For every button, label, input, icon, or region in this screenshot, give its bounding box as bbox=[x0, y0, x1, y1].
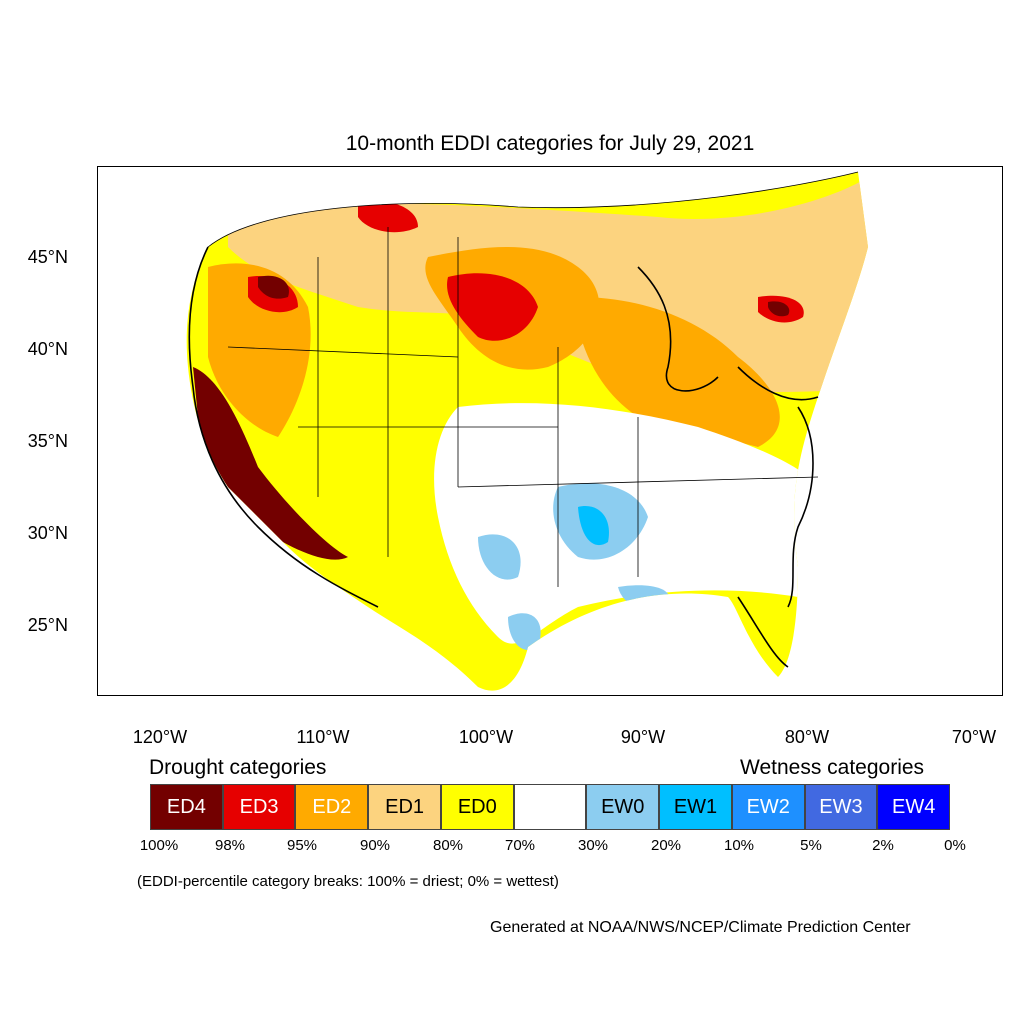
legend-ew2: EW2 bbox=[731, 784, 805, 830]
map-frame bbox=[97, 166, 1003, 696]
legend-ed2: ED2 bbox=[295, 784, 369, 830]
legend-ew3: EW3 bbox=[804, 784, 878, 830]
legend-break: 30% bbox=[577, 837, 609, 854]
legend-break: 20% bbox=[650, 837, 682, 854]
legend-break: 80% bbox=[432, 837, 464, 854]
map-title: 10-month EDDI categories for July 29, 20… bbox=[345, 132, 755, 155]
credit-line: Generated at NOAA/NWS/NCEP/Climate Predi… bbox=[490, 919, 911, 936]
legend-ed1: ED1 bbox=[368, 784, 441, 830]
category-break-note: (EDDI-percentile category breaks: 100% =… bbox=[137, 873, 559, 890]
lat-label-40: 40°N bbox=[27, 339, 68, 359]
lon-label-110: 110°W bbox=[296, 727, 350, 747]
lon-label-70: 70°W bbox=[951, 727, 997, 747]
legend-break: 98% bbox=[214, 837, 246, 854]
lat-label-30: 30°N bbox=[27, 523, 68, 543]
legend-break: 70% bbox=[504, 837, 536, 854]
eddi-map bbox=[186, 171, 869, 691]
legend-ew4: EW4 bbox=[877, 784, 951, 830]
legend-break: 5% bbox=[800, 837, 822, 854]
drought-heading: Drought categories bbox=[149, 756, 327, 779]
lon-label-100: 100°W bbox=[458, 727, 514, 747]
legend-ed4: ED4 bbox=[150, 784, 223, 830]
lon-label-80: 80°W bbox=[784, 727, 830, 747]
legend-break: 2% bbox=[872, 837, 894, 854]
lat-label-35: 35°N bbox=[27, 431, 68, 451]
lon-label-90: 90°W bbox=[620, 727, 666, 747]
legend-ew0: EW0 bbox=[586, 784, 660, 830]
legend-ed3: ED3 bbox=[222, 784, 296, 830]
legend-break: 10% bbox=[723, 837, 755, 854]
legend-normal bbox=[513, 784, 587, 830]
lat-label-25: 25°N bbox=[27, 615, 68, 635]
lon-label-120: 120°W bbox=[132, 727, 188, 747]
legend-break: 95% bbox=[286, 837, 318, 854]
lat-label-45: 45°N bbox=[27, 247, 68, 267]
legend-ed0: ED0 bbox=[440, 784, 514, 830]
wetness-heading: Wetness categories bbox=[740, 756, 925, 779]
legend-ew1: EW1 bbox=[659, 784, 732, 830]
legend-break: 90% bbox=[359, 837, 391, 854]
legend-break: 100% bbox=[139, 837, 179, 854]
legend-bar: ED4 ED3 ED2 ED1 ED0 EW0 EW1 EW2 EW3 EW4 bbox=[150, 784, 951, 830]
legend-break: 0% bbox=[944, 837, 966, 854]
